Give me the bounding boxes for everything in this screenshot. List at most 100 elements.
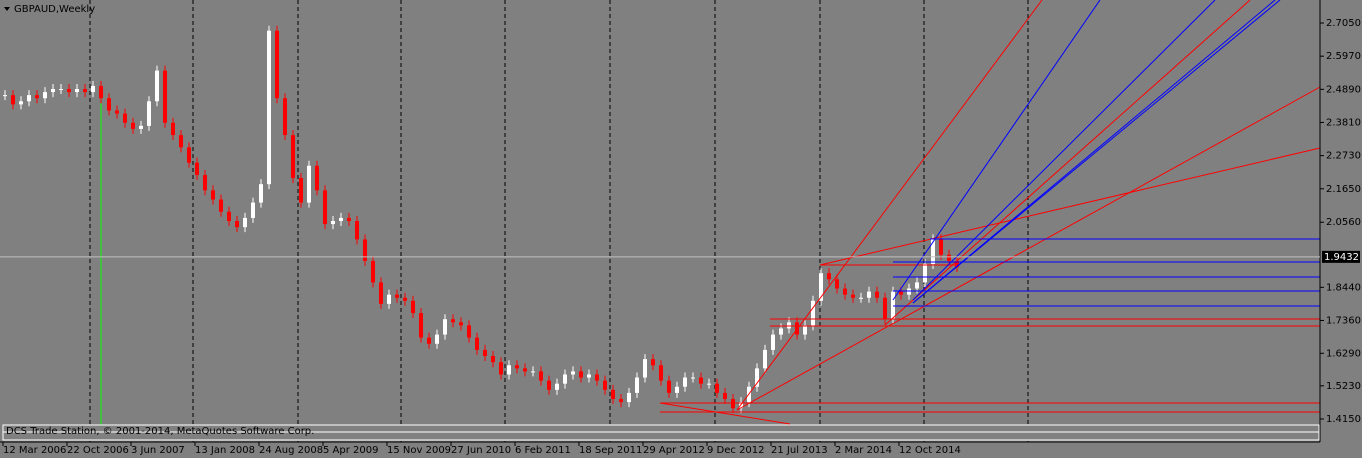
candle xyxy=(155,70,159,102)
candle xyxy=(795,322,799,335)
candle xyxy=(707,383,711,385)
candle xyxy=(811,300,815,326)
y-tick-label: 2.4890 xyxy=(1326,84,1361,95)
candle xyxy=(387,294,391,304)
candle xyxy=(83,89,87,93)
candle xyxy=(611,389,615,400)
x-tick-label: 3 Jun 2007 xyxy=(131,445,185,456)
candle xyxy=(11,95,15,105)
candle xyxy=(427,337,431,344)
candle xyxy=(843,288,847,295)
candle xyxy=(675,386,679,393)
candle xyxy=(547,380,551,390)
candle xyxy=(347,217,351,221)
candle xyxy=(363,239,367,261)
y-tick-label: 1.7360 xyxy=(1326,315,1361,326)
x-tick-label: 29 Apr 2012 xyxy=(643,445,705,456)
candle xyxy=(835,279,839,289)
y-tick-label: 2.1650 xyxy=(1326,184,1361,195)
candle xyxy=(299,178,303,203)
chart-title: GBPAUD,Weekly xyxy=(14,4,95,15)
candle xyxy=(483,349,487,357)
x-tick-label: 27 Jun 2010 xyxy=(451,445,511,456)
x-tick-label: 9 Dec 2012 xyxy=(707,445,765,456)
candle xyxy=(235,221,239,228)
candle xyxy=(771,334,775,350)
candle xyxy=(435,334,439,344)
candle xyxy=(867,291,871,298)
candle xyxy=(891,291,895,320)
x-tick-label: 24 Aug 2008 xyxy=(259,445,323,456)
candle xyxy=(315,165,319,191)
candle xyxy=(3,95,7,97)
candle xyxy=(939,239,943,255)
candle xyxy=(619,399,623,403)
candle xyxy=(955,260,959,268)
gann-blue-lines xyxy=(892,0,1320,307)
candle xyxy=(131,122,135,129)
candle xyxy=(571,371,575,375)
candle xyxy=(179,135,183,148)
candle xyxy=(659,365,663,381)
candle xyxy=(715,383,719,393)
gann-red-lines xyxy=(659,0,1321,425)
candle xyxy=(203,174,207,191)
candle xyxy=(683,377,687,387)
candle xyxy=(787,322,791,329)
x-tick-label: 5 Apr 2009 xyxy=(323,445,378,456)
candle xyxy=(379,282,383,304)
candle xyxy=(899,291,903,295)
candle xyxy=(915,282,919,289)
y-tick-label: 1.6290 xyxy=(1326,348,1361,359)
candle xyxy=(731,399,735,409)
candle xyxy=(603,380,607,390)
candle xyxy=(419,313,423,338)
candle xyxy=(51,89,55,93)
candle xyxy=(627,392,631,403)
y-tick-label: 1.5230 xyxy=(1326,381,1361,392)
candle xyxy=(291,135,295,179)
period-separators xyxy=(89,0,1029,442)
candle xyxy=(123,113,127,123)
candle xyxy=(755,368,759,387)
x-tick-label: 18 Sep 2011 xyxy=(579,445,642,456)
candle xyxy=(43,92,47,99)
candle xyxy=(819,273,823,301)
candle xyxy=(563,374,567,384)
candle xyxy=(723,392,727,400)
candle xyxy=(451,319,455,323)
candle xyxy=(907,288,911,295)
candle xyxy=(259,184,263,203)
current-price-box xyxy=(1322,250,1360,263)
candle xyxy=(507,365,511,375)
candle xyxy=(499,362,503,375)
candle xyxy=(411,300,415,314)
candle xyxy=(827,273,831,280)
candle xyxy=(163,70,167,123)
candle xyxy=(699,377,703,384)
x-tick-label: 21 Jul 2013 xyxy=(771,445,828,456)
candle xyxy=(467,325,471,338)
y-tick-label: 2.5970 xyxy=(1326,51,1361,62)
candle xyxy=(515,365,519,369)
candle xyxy=(243,217,247,228)
candle xyxy=(579,371,583,378)
y-tick-label: 1.4150 xyxy=(1326,414,1361,425)
candle xyxy=(691,377,695,379)
y-tick-label: 2.2730 xyxy=(1326,151,1361,162)
candle xyxy=(443,319,447,335)
candle xyxy=(227,211,231,221)
candle xyxy=(883,297,887,320)
collapse-icon[interactable] xyxy=(4,7,10,11)
candle xyxy=(139,125,143,129)
candle xyxy=(219,199,223,212)
candle xyxy=(19,101,23,105)
candle xyxy=(459,322,463,326)
footer-text: DCS Trade Station, © 2001-2014, MetaQuot… xyxy=(6,426,314,437)
x-tick-label: 15 Nov 2009 xyxy=(387,445,451,456)
candle xyxy=(803,325,807,335)
candle xyxy=(859,297,863,299)
candle xyxy=(171,122,175,136)
